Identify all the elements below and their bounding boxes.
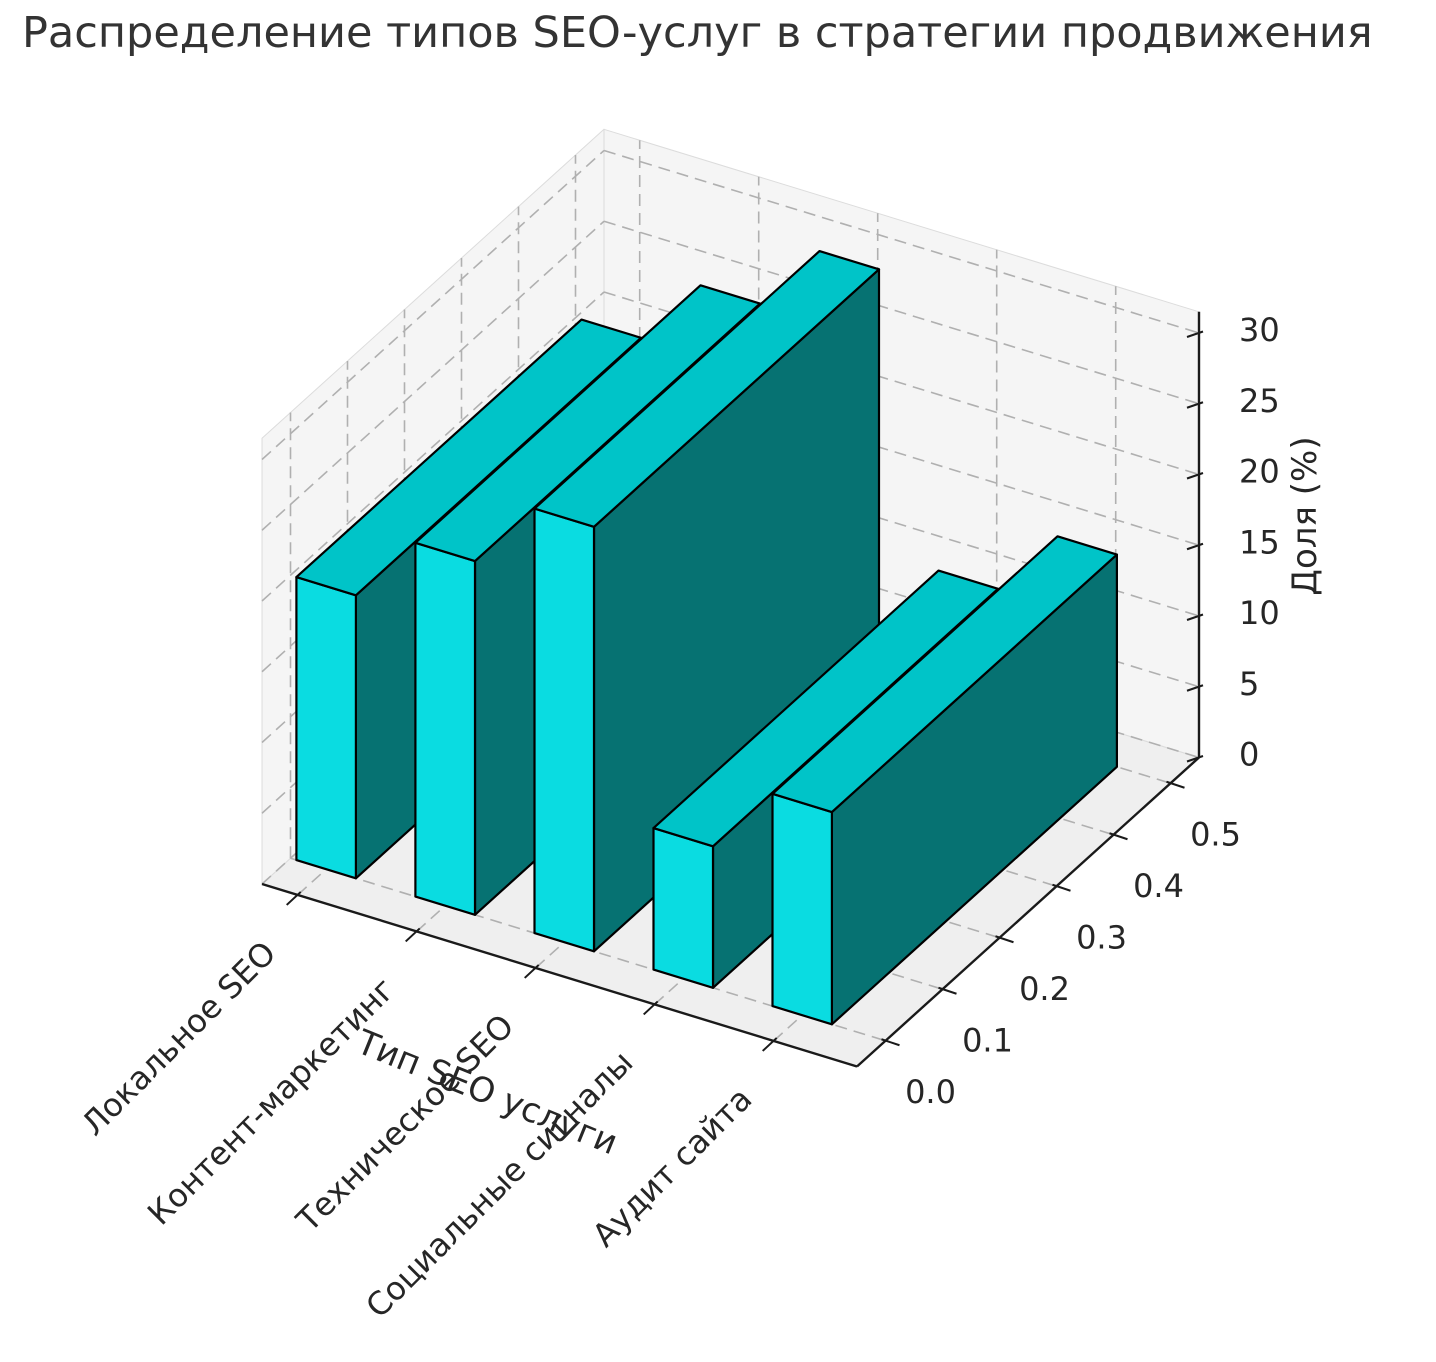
x-tick-label: Аудит сайта	[585, 1080, 760, 1255]
z-tick-mark	[1186, 542, 1204, 551]
z-tick-mark	[1186, 330, 1204, 338]
x-tick-mark	[524, 964, 540, 979]
z-tick-label: 10	[1239, 594, 1280, 632]
bar-front-face	[414, 541, 477, 916]
y-tick-label: 0.4	[1133, 867, 1184, 905]
x-tick-mark	[405, 927, 421, 943]
y-axis-line	[856, 756, 1200, 1068]
x-tick-mark	[286, 891, 302, 906]
z-tick-mark	[1186, 472, 1204, 480]
x-tick-mark	[643, 1000, 659, 1016]
z-tick-mark	[1186, 401, 1204, 409]
z-gridline-right-wall	[603, 220, 1200, 405]
z-tick-mark	[1186, 684, 1204, 692]
y-tick-mark	[1109, 832, 1128, 841]
bar-front-face	[771, 792, 834, 1026]
x-axis-line	[261, 882, 858, 1068]
z-tick-label: 5	[1239, 665, 1259, 703]
z-tick-label: 20	[1239, 453, 1280, 491]
z-tick-label: 0	[1239, 736, 1259, 774]
z-gridline-left-wall	[261, 220, 605, 531]
x-tick-mark	[762, 1037, 778, 1052]
y-tick-mark	[938, 986, 957, 995]
z-tick-label: 30	[1239, 311, 1280, 349]
y-tick-mark	[995, 935, 1014, 944]
z-tick-label: 25	[1239, 382, 1280, 420]
y-tick-label: 0.3	[1076, 918, 1127, 956]
y-tick-mark	[1052, 883, 1071, 892]
z-gridline-right-wall	[603, 149, 1200, 334]
y-tick-mark	[881, 1038, 900, 1047]
z-gridline-left-wall	[261, 291, 605, 602]
z-axis-label: Доля (%)	[1285, 436, 1325, 595]
y-tick-label: 0.5	[1190, 815, 1241, 853]
bar-front-face	[652, 826, 715, 989]
bar-top-face	[771, 535, 1119, 814]
bar-front-face	[533, 507, 596, 953]
y-tick-label: 0.0	[905, 1073, 956, 1111]
z-tick-mark	[1186, 613, 1204, 621]
z-tick-mark	[1186, 755, 1204, 763]
bar-top-face	[533, 250, 881, 528]
y-tick-label: 0.1	[962, 1021, 1013, 1059]
chart-title: Распределение типов SEO-услуг в стратеги…	[22, 8, 1373, 58]
y-tick-label: 0.2	[1019, 970, 1070, 1008]
z-gridline-left-wall	[261, 149, 605, 461]
y-tick-mark	[1166, 780, 1185, 789]
bar-front-face	[295, 575, 357, 880]
z-tick-label: 15	[1239, 523, 1280, 561]
